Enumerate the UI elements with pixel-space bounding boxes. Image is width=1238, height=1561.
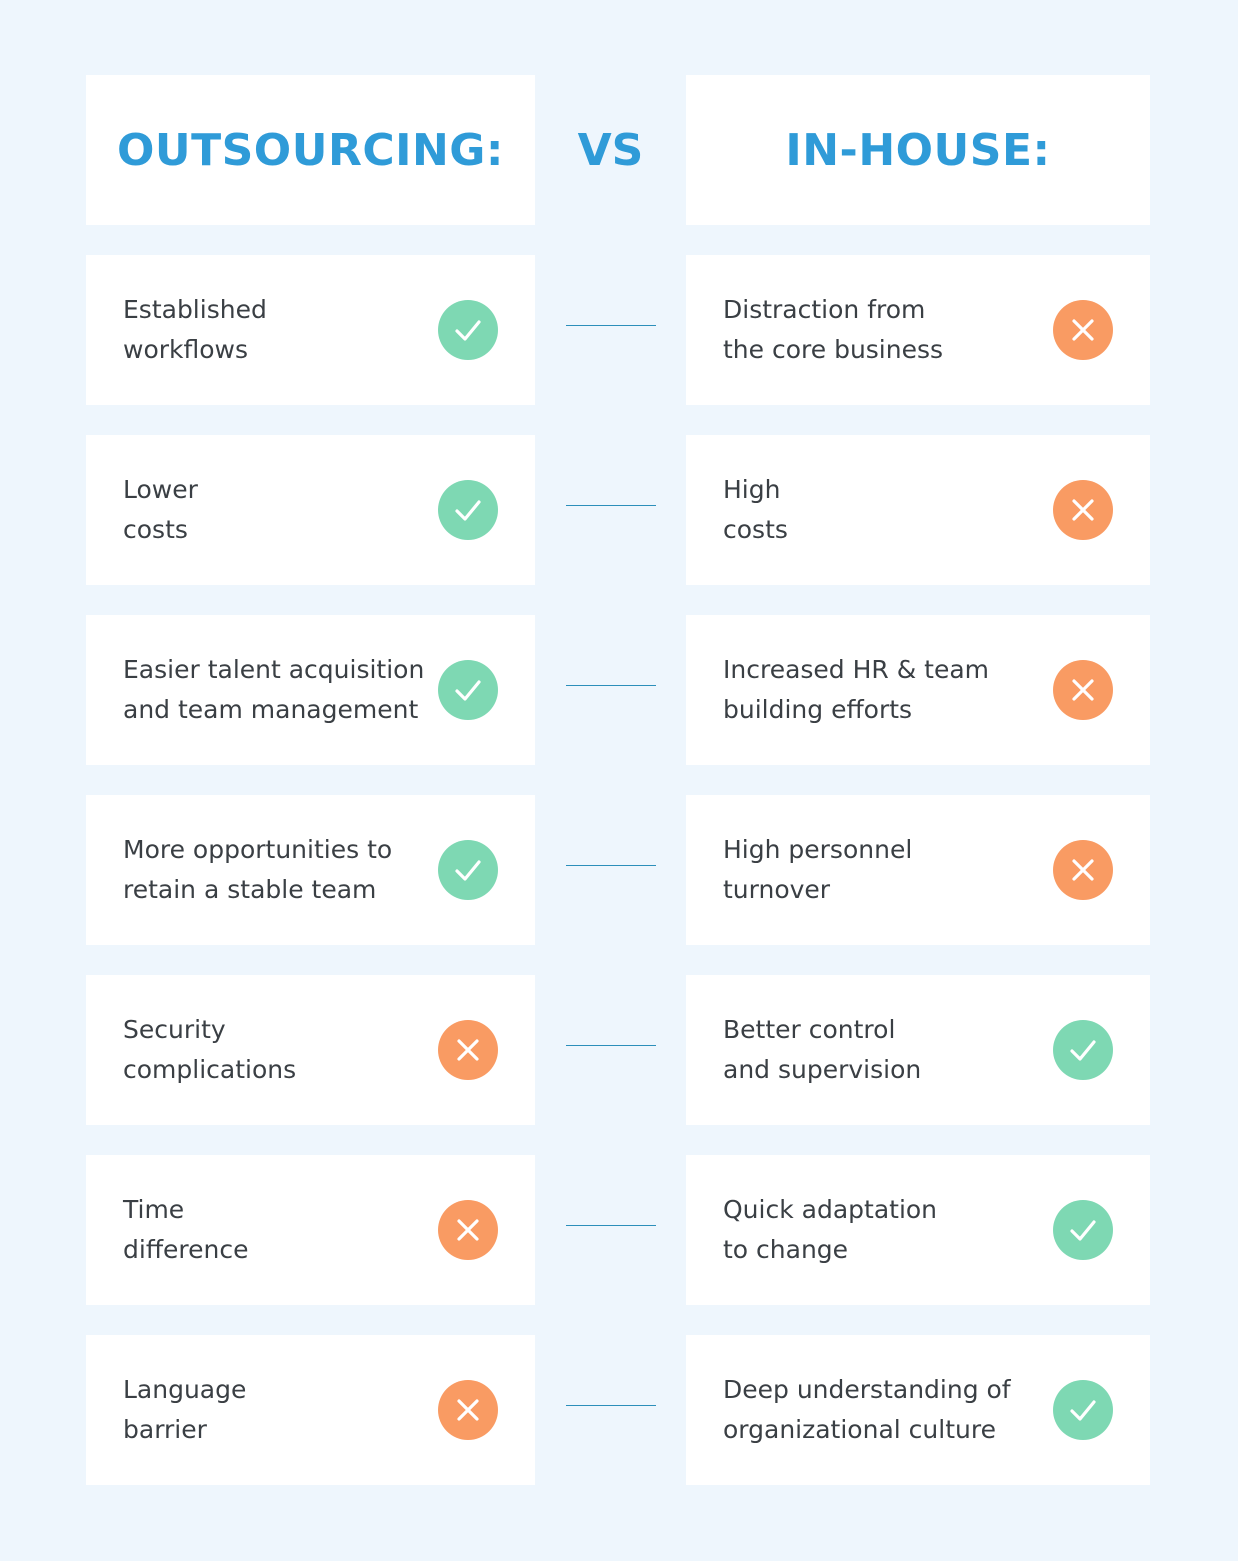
outsourcing-item-card: Language barrier xyxy=(86,1335,535,1485)
cross-icon xyxy=(1053,480,1113,540)
item-text-line: turnover xyxy=(723,875,831,904)
connector-line xyxy=(566,685,656,686)
in-house-header: IN-HOUSE: xyxy=(686,75,1150,225)
cross-icon xyxy=(1053,840,1113,900)
cross-icon xyxy=(438,1380,498,1440)
item-text-line: to change xyxy=(723,1235,849,1264)
check-icon xyxy=(438,300,498,360)
item-text: Established workflows xyxy=(123,290,267,370)
item-text-line: Deep understanding of xyxy=(723,1375,1011,1404)
item-text-line: Established xyxy=(123,295,267,324)
item-text-line: barrier xyxy=(123,1415,207,1444)
item-text: Security complications xyxy=(123,1010,296,1090)
item-text: Quick adaptation to change xyxy=(723,1190,937,1270)
outsourcing-item-card: More opportunities to retain a stable tea… xyxy=(86,795,535,945)
item-text-line: workflows xyxy=(123,335,249,364)
item-text-line: High personnel xyxy=(723,835,913,864)
outsourcing-item-card: Easier talent acquisition and team manage… xyxy=(86,615,535,765)
check-icon xyxy=(438,840,498,900)
vs-label: VS xyxy=(577,124,644,176)
outsourcing-header: OUTSOURCING: xyxy=(86,75,535,225)
in-house-item-card: High personnel turnover xyxy=(686,795,1150,945)
item-text-line: Quick adaptation xyxy=(723,1195,938,1224)
item-text-line: Easier talent acquisition xyxy=(123,655,425,684)
item-text-line: More opportunities to xyxy=(123,835,393,864)
item-text-line: High xyxy=(723,475,781,504)
connector-line xyxy=(566,1405,656,1406)
cross-icon xyxy=(438,1200,498,1260)
item-text: Deep understanding of organizational cult… xyxy=(723,1370,1011,1450)
item-text: Language barrier xyxy=(123,1370,246,1450)
outsourcing-item-card: Established workflows xyxy=(86,255,535,405)
cross-icon xyxy=(1053,300,1113,360)
outsourcing-title: OUTSOURCING: xyxy=(116,124,505,176)
item-text: Lower costs xyxy=(123,470,198,550)
item-text-line: and team management xyxy=(123,695,419,724)
cross-icon xyxy=(438,1020,498,1080)
item-text-line: retain a stable team xyxy=(123,875,377,904)
connector-line xyxy=(566,1225,656,1226)
connector-line xyxy=(566,505,656,506)
item-text: Distraction from the core business xyxy=(723,290,943,370)
item-text: Easier talent acquisition and team manage… xyxy=(123,650,424,730)
in-house-item-card: Quick adaptation to change xyxy=(686,1155,1150,1305)
item-text-line: building efforts xyxy=(723,695,913,724)
in-house-item-card: Increased HR & team building efforts xyxy=(686,615,1150,765)
item-text-line: Language xyxy=(123,1375,247,1404)
outsourcing-item-card: Time difference xyxy=(86,1155,535,1305)
in-house-item-card: Distraction from the core business xyxy=(686,255,1150,405)
item-text: Increased HR & team building efforts xyxy=(723,650,989,730)
item-text-line: Increased HR & team xyxy=(723,655,990,684)
item-text: More opportunities to retain a stable tea… xyxy=(123,830,392,910)
check-icon xyxy=(1053,1020,1113,1080)
item-text-line: Lower xyxy=(123,475,198,504)
check-icon xyxy=(1053,1200,1113,1260)
item-text-line: complications xyxy=(123,1055,297,1084)
in-house-item-card: Deep understanding of organizational cult… xyxy=(686,1335,1150,1485)
item-text-line: Better control xyxy=(723,1015,896,1044)
item-text-line: the core business xyxy=(723,335,944,364)
in-house-title: IN-HOUSE: xyxy=(785,124,1051,176)
connector-line xyxy=(566,325,656,326)
item-text-line: costs xyxy=(723,515,788,544)
item-text-line: and supervision xyxy=(723,1055,922,1084)
item-text: Time difference xyxy=(123,1190,249,1270)
check-icon xyxy=(1053,1380,1113,1440)
item-text: Better control and supervision xyxy=(723,1010,921,1090)
in-house-item-card: Better control and supervision xyxy=(686,975,1150,1125)
outsourcing-item-card: Security complications xyxy=(86,975,535,1125)
connector-line xyxy=(566,865,656,866)
check-icon xyxy=(438,660,498,720)
item-text-line: costs xyxy=(123,515,188,544)
item-text: High personnel turnover xyxy=(723,830,912,910)
item-text-line: Time xyxy=(123,1195,185,1224)
item-text-line: Security xyxy=(123,1015,226,1044)
item-text-line: Distraction from xyxy=(723,295,926,324)
connector-line xyxy=(566,1045,656,1046)
item-text: High costs xyxy=(723,470,788,550)
item-text-line: organizational culture xyxy=(723,1415,996,1444)
in-house-item-card: High costs xyxy=(686,435,1150,585)
cross-icon xyxy=(1053,660,1113,720)
outsourcing-item-card: Lower costs xyxy=(86,435,535,585)
item-text-line: difference xyxy=(123,1235,249,1264)
check-icon xyxy=(438,480,498,540)
